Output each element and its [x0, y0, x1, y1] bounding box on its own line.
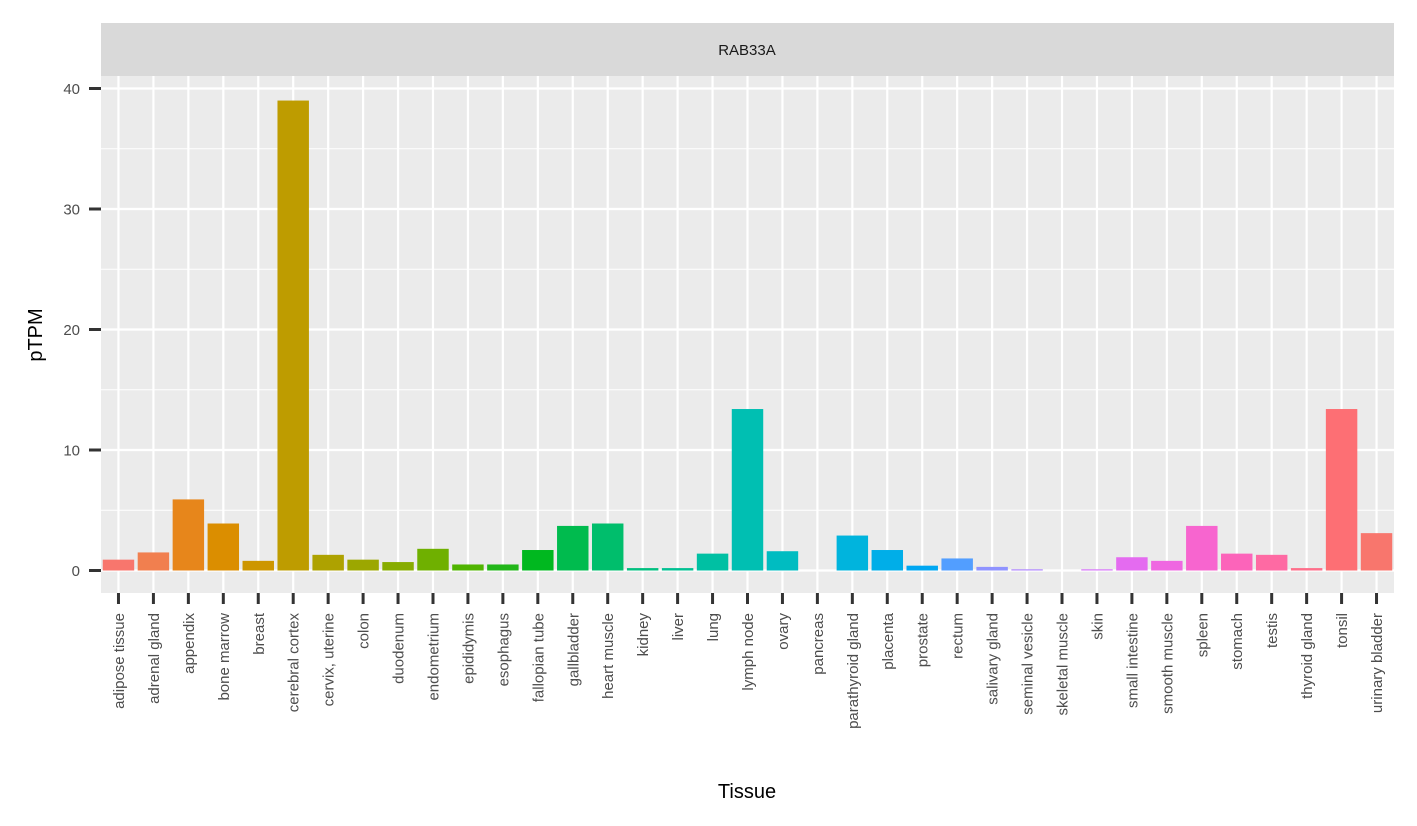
bar-lymph-node: [731, 409, 764, 571]
bar-breast: [242, 560, 274, 571]
bar-epididymis: [452, 564, 484, 571]
bar-thyroid-gland: [1290, 568, 1323, 571]
x-tick-label: liver: [670, 613, 687, 641]
bar-prostate: [906, 565, 938, 571]
bar-stomach: [1221, 553, 1253, 571]
x-tick-label: gallbladder: [565, 613, 582, 686]
x-axis: adipose tissue adrenal gland appendix bone …: [111, 593, 1386, 729]
bar-tonsil: [1325, 409, 1358, 571]
x-tick-label: spleen: [1194, 613, 1211, 657]
bar-heart-muscle: [591, 523, 624, 571]
x-tick-label: smooth muscle: [1159, 613, 1176, 714]
x-tick-label: testis: [1264, 613, 1281, 648]
y-tick-label: 0: [72, 563, 80, 580]
bar-spleen: [1186, 525, 1218, 571]
facet-strip-label: RAB33A: [718, 42, 776, 59]
x-tick-label: placenta: [880, 612, 897, 669]
bar-duodenum: [382, 562, 414, 571]
y-axis-title: pTPM: [25, 308, 47, 361]
bar-placenta: [871, 550, 904, 571]
x-tick-label: kidney: [635, 613, 652, 657]
x-tick-label: rectum: [950, 613, 967, 659]
x-tick-label: ovary: [775, 613, 792, 650]
bar-liver: [661, 568, 694, 571]
bar-esophagus: [487, 564, 519, 571]
bar-rectum: [941, 558, 973, 571]
x-tick-label: colon: [356, 613, 373, 649]
bar-gallbladder: [557, 525, 589, 571]
x-tick-label: epididymis: [460, 613, 477, 684]
bar-cerebral-cortex: [277, 100, 309, 571]
y-tick-label: 20: [63, 322, 80, 339]
x-tick-label: tonsil: [1334, 613, 1351, 648]
x-tick-label: skeletal muscle: [1055, 613, 1072, 716]
facet-strip: [101, 23, 1394, 76]
bar-fallopian-tube: [522, 550, 554, 571]
x-tick-label: adipose tissue: [111, 613, 128, 709]
x-tick-label: lymph node: [740, 613, 757, 691]
y-tick-label: 30: [63, 202, 80, 219]
y-tick-label: 10: [63, 443, 80, 460]
x-tick-label: urinary bladder: [1369, 613, 1386, 713]
x-tick-label: stomach: [1229, 613, 1246, 670]
bar-small-intestine: [1116, 557, 1148, 571]
x-tick-label: adrenal gland: [146, 613, 163, 704]
bar-cervix-uterine: [312, 554, 344, 571]
x-tick-label: fallopian tube: [530, 613, 547, 702]
bar-testis: [1255, 554, 1288, 571]
bar-colon: [347, 559, 379, 571]
bar-salivary-gland: [976, 566, 1008, 571]
x-axis-title: Tissue: [718, 781, 776, 803]
x-tick-label: thyroid gland: [1299, 613, 1316, 699]
x-tick-label: cerebral cortex: [286, 613, 303, 713]
bar-parathyroid-gland: [836, 535, 869, 571]
x-tick-label: parathyroid gland: [845, 613, 862, 729]
bar-lung: [696, 553, 729, 571]
x-tick-label: salivary gland: [985, 613, 1002, 705]
bar-ovary: [766, 551, 799, 571]
y-axis: 0 10 20 30 40: [63, 81, 101, 580]
x-tick-label: small intestine: [1124, 613, 1141, 708]
bar-bone-marrow: [207, 523, 240, 571]
x-tick-label: duodenum: [391, 613, 408, 684]
bar-appendix: [172, 499, 205, 571]
x-tick-label: bone marrow: [216, 613, 233, 701]
bar-kidney: [626, 568, 659, 571]
bar-urinary-bladder: [1360, 533, 1393, 571]
x-tick-label: breast: [251, 612, 268, 655]
y-tick-label: 40: [63, 81, 80, 98]
x-tick-label: cervix, uterine: [321, 613, 338, 706]
x-tick-label: seminal vesicle: [1020, 613, 1037, 715]
x-tick-label: pancreas: [810, 613, 827, 675]
bar-adipose-tissue: [102, 559, 135, 571]
bar-smooth-muscle: [1151, 560, 1183, 571]
x-tick-label: esophagus: [495, 613, 512, 686]
x-tick-label: heart muscle: [600, 613, 617, 699]
bars: [102, 100, 1393, 571]
bar-skin: [1081, 569, 1113, 571]
bar-seminal-vesicle: [1011, 569, 1043, 571]
x-tick-label: prostate: [915, 613, 932, 667]
x-tick-label: endometrium: [425, 613, 442, 701]
x-tick-label: appendix: [181, 613, 198, 674]
bar-adrenal-gland: [137, 552, 170, 571]
bar-endometrium: [417, 548, 449, 571]
x-tick-label: lung: [705, 613, 722, 641]
x-tick-label: skin: [1089, 613, 1106, 640]
